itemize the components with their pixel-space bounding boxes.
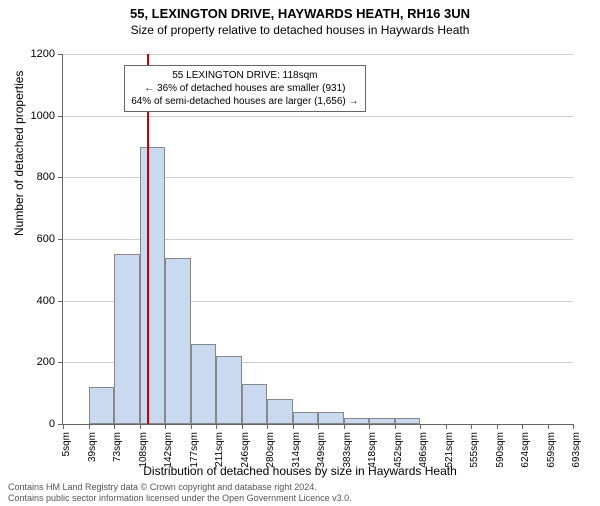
x-tick-label: 624sqm — [520, 432, 531, 468]
x-tick-label: 659sqm — [546, 432, 557, 468]
x-tick-mark — [471, 424, 472, 429]
y-tick-mark — [58, 301, 63, 302]
page-title: 55, LEXINGTON DRIVE, HAYWARDS HEATH, RH1… — [0, 6, 600, 21]
page-subtitle: Size of property relative to detached ho… — [0, 23, 600, 37]
x-tick-mark — [293, 424, 294, 429]
histogram-bar — [344, 418, 370, 424]
y-tick-label: 0 — [49, 418, 55, 430]
x-tick-label: 177sqm — [189, 432, 200, 468]
x-tick-mark — [140, 424, 141, 429]
histogram-bar — [114, 254, 140, 424]
histogram-bar — [369, 418, 395, 424]
footer-attribution: Contains HM Land Registry data © Crown c… — [8, 482, 352, 504]
x-axis-label: Distribution of detached houses by size … — [0, 464, 600, 478]
grid-line — [63, 116, 573, 117]
x-tick-mark — [63, 424, 64, 429]
x-tick-label: 418sqm — [367, 432, 378, 468]
y-tick-label: 600 — [37, 233, 55, 245]
y-tick-label: 800 — [37, 171, 55, 183]
x-tick-label: 349sqm — [316, 432, 327, 468]
y-tick-label: 200 — [37, 356, 55, 368]
x-tick-label: 280sqm — [265, 432, 276, 468]
x-tick-mark — [216, 424, 217, 429]
x-tick-label: 590sqm — [495, 432, 506, 468]
x-tick-label: 314sqm — [291, 432, 302, 468]
footer-line-2: Contains public sector information licen… — [8, 493, 352, 504]
histogram-bar — [191, 344, 217, 424]
x-tick-mark — [522, 424, 523, 429]
y-tick-mark — [58, 116, 63, 117]
footer-line-1: Contains HM Land Registry data © Crown c… — [8, 482, 352, 493]
annotation-line: 64% of semi-detached houses are larger (… — [131, 95, 358, 108]
y-axis-label: Number of detached properties — [12, 71, 26, 236]
x-tick-mark — [420, 424, 421, 429]
x-tick-mark — [344, 424, 345, 429]
y-tick-label: 400 — [37, 295, 55, 307]
x-tick-mark — [369, 424, 370, 429]
x-tick-mark — [114, 424, 115, 429]
x-tick-mark — [548, 424, 549, 429]
y-tick-label: 1200 — [31, 48, 55, 60]
x-tick-mark — [318, 424, 319, 429]
histogram-bar — [395, 418, 421, 424]
annotation-box: 55 LEXINGTON DRIVE: 118sqm← 36% of detac… — [124, 65, 365, 112]
histogram-bar — [242, 384, 268, 424]
grid-line — [63, 54, 573, 55]
x-tick-label: 246sqm — [240, 432, 251, 468]
y-tick-label: 1000 — [31, 110, 55, 122]
histogram-bar — [318, 412, 344, 424]
x-tick-label: 142sqm — [163, 432, 174, 468]
annotation-line: ← 36% of detached houses are smaller (93… — [131, 82, 358, 95]
y-tick-mark — [58, 239, 63, 240]
x-tick-label: 452sqm — [393, 432, 404, 468]
x-tick-label: 555sqm — [469, 432, 480, 468]
y-tick-mark — [58, 362, 63, 363]
x-tick-mark — [395, 424, 396, 429]
x-tick-label: 39sqm — [87, 432, 98, 462]
histogram-bar — [216, 356, 242, 424]
y-tick-mark — [58, 177, 63, 178]
x-tick-mark — [497, 424, 498, 429]
x-tick-label: 5sqm — [61, 432, 72, 456]
x-tick-label: 211sqm — [214, 432, 225, 467]
histogram-bar — [293, 412, 319, 424]
x-tick-mark — [573, 424, 574, 429]
histogram-bar — [89, 387, 115, 424]
x-tick-label: 108sqm — [138, 432, 149, 468]
x-tick-label: 693sqm — [571, 432, 582, 468]
x-tick-label: 383sqm — [342, 432, 353, 468]
histogram-bar — [140, 147, 166, 425]
x-tick-mark — [191, 424, 192, 429]
annotation-line: 55 LEXINGTON DRIVE: 118sqm — [131, 69, 358, 82]
histogram-bar — [267, 399, 293, 424]
x-tick-label: 486sqm — [418, 432, 429, 468]
x-tick-label: 521sqm — [444, 432, 455, 468]
x-tick-mark — [89, 424, 90, 429]
x-tick-mark — [446, 424, 447, 429]
x-tick-mark — [165, 424, 166, 429]
chart-area: 0200400600800100012005sqm39sqm73sqm108sq… — [62, 54, 573, 425]
x-tick-mark — [242, 424, 243, 429]
histogram-bar — [165, 258, 191, 425]
x-tick-label: 73sqm — [112, 432, 123, 462]
x-tick-mark — [267, 424, 268, 429]
y-tick-mark — [58, 54, 63, 55]
